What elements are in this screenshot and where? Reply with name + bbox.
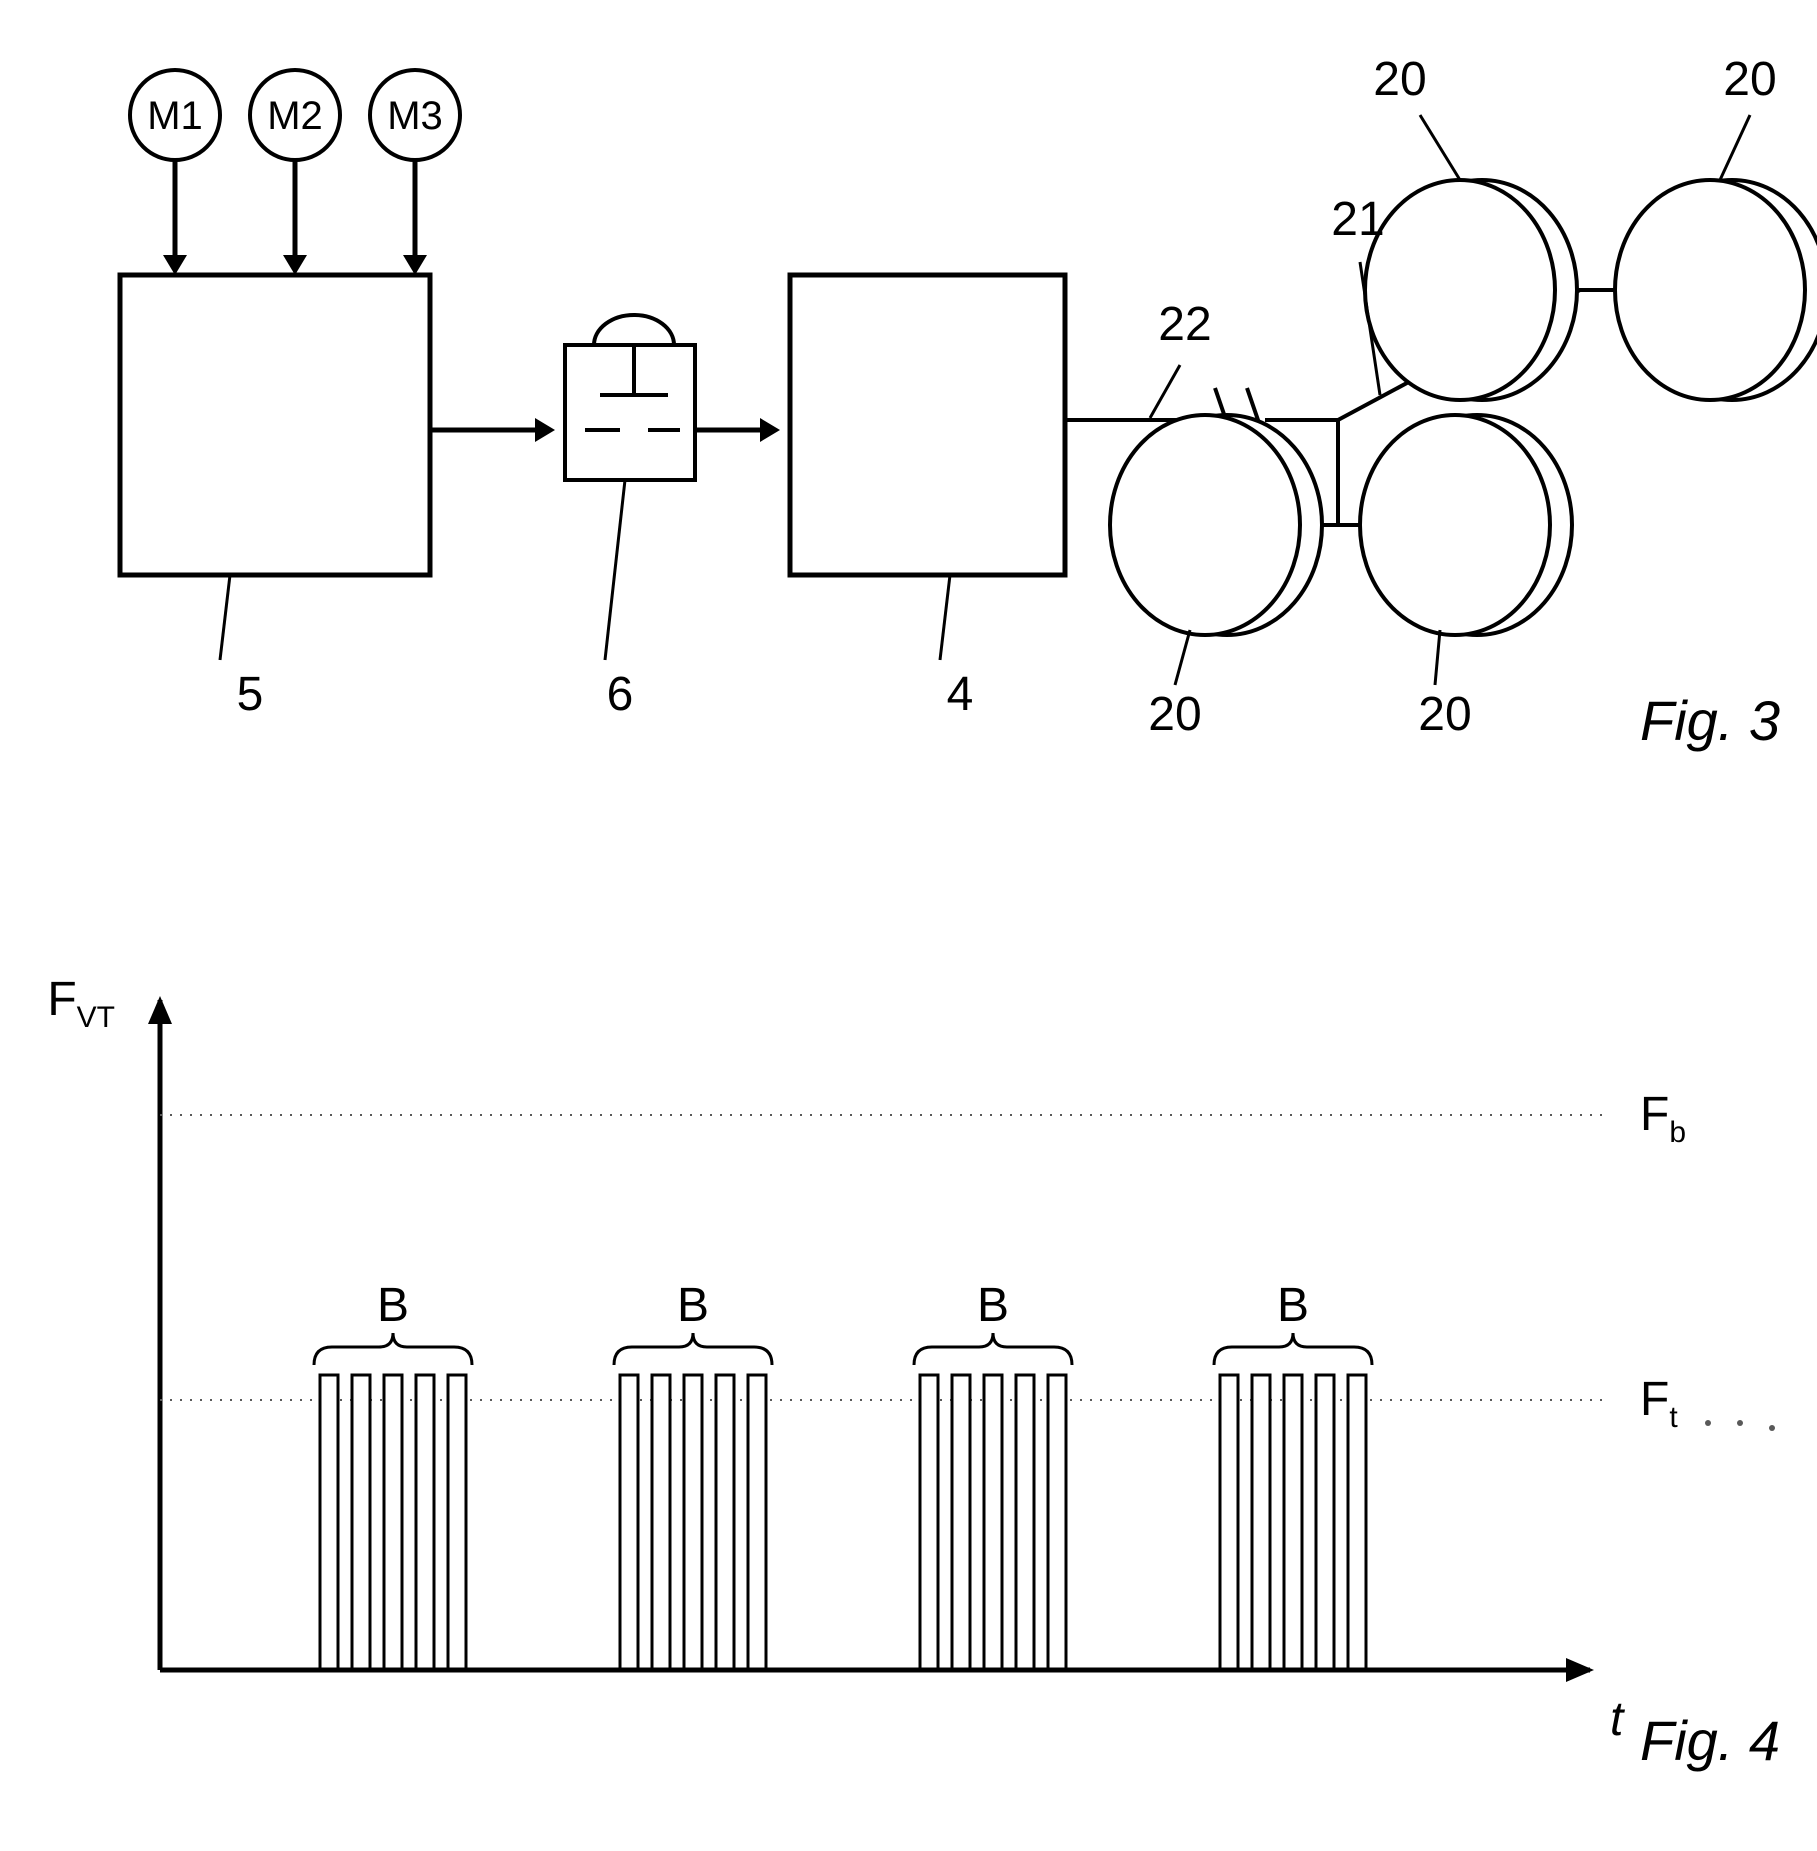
- leader-line: [1435, 630, 1440, 685]
- arrowhead: [535, 418, 555, 442]
- y-axis-label: FVT: [47, 973, 115, 1034]
- trailing-dot: [1769, 1425, 1775, 1431]
- fig4-caption: Fig. 4: [1640, 1709, 1780, 1772]
- pulse-bar: [716, 1375, 734, 1670]
- pulse-bar: [952, 1375, 970, 1670]
- label-21: 21: [1331, 193, 1384, 246]
- x-axis-label: t: [1610, 1693, 1625, 1746]
- pulse-bar: [1316, 1375, 1334, 1670]
- burst-label: B: [1277, 1279, 1309, 1332]
- leader-line: [1175, 630, 1190, 685]
- pulse-bar: [384, 1375, 402, 1670]
- pulse-bar: [684, 1375, 702, 1670]
- valve-dome: [594, 315, 674, 345]
- block-4: [790, 275, 1065, 575]
- pulse-bar: [1252, 1375, 1270, 1670]
- label-22: 22: [1158, 298, 1211, 351]
- pulse-bar: [1048, 1375, 1066, 1670]
- block-6: [565, 345, 695, 480]
- pulse-bar: [320, 1375, 338, 1670]
- wheel-front: [1360, 415, 1550, 635]
- pulse-bar: [1016, 1375, 1034, 1670]
- burst-brace: [914, 1333, 1072, 1365]
- pulse-bar: [448, 1375, 466, 1670]
- trailing-dot: [1705, 1420, 1711, 1426]
- burst-brace: [314, 1333, 472, 1365]
- fig3: M1 M2 M3 5 6 4 20 20 20 20 22 21 Fig. 3: [120, 53, 1817, 752]
- wheel-label: 20: [1418, 688, 1471, 741]
- pulse-bar: [984, 1375, 1002, 1670]
- block-5-label: 5: [237, 668, 264, 721]
- pulse-bar: [352, 1375, 370, 1670]
- pulse-bar: [620, 1375, 638, 1670]
- pulse-bar: [1284, 1375, 1302, 1670]
- pulse-bar: [1220, 1375, 1238, 1670]
- block-5: [120, 275, 430, 575]
- leader-line: [1720, 115, 1750, 180]
- leader-line: [1150, 365, 1180, 418]
- input-label: M1: [147, 94, 203, 138]
- arrowhead: [148, 996, 172, 1024]
- pulse-bar: [748, 1375, 766, 1670]
- input-label: M2: [267, 94, 323, 138]
- ft-label: Ft: [1640, 1373, 1678, 1434]
- wheel-label: 20: [1373, 53, 1426, 106]
- pulse-bar: [920, 1375, 938, 1670]
- wheel-label: 20: [1148, 688, 1201, 741]
- burst-label: B: [377, 1279, 409, 1332]
- pulse-bar: [1348, 1375, 1366, 1670]
- wheel-label: 20: [1723, 53, 1776, 106]
- pulse-bar: [652, 1375, 670, 1670]
- wheel-front: [1365, 180, 1555, 400]
- block-6-label: 6: [607, 668, 634, 721]
- burst-label: B: [677, 1279, 709, 1332]
- arrowhead: [403, 255, 427, 275]
- burst-brace: [614, 1333, 772, 1365]
- burst-label: B: [977, 1279, 1009, 1332]
- leader-line: [940, 575, 950, 660]
- arrowhead: [760, 418, 780, 442]
- fb-label: Fb: [1640, 1088, 1686, 1149]
- arrowhead: [283, 255, 307, 275]
- trailing-dot: [1737, 1420, 1743, 1426]
- wheel-front: [1615, 180, 1805, 400]
- burst-brace: [1214, 1333, 1372, 1365]
- wheel-front: [1110, 415, 1300, 635]
- block-4-label: 4: [947, 668, 974, 721]
- arrowhead: [163, 255, 187, 275]
- leader-line: [605, 480, 625, 660]
- pulse-bar: [416, 1375, 434, 1670]
- leader-line: [220, 575, 230, 660]
- leader-line: [1420, 115, 1460, 180]
- fig3-caption: Fig. 3: [1640, 689, 1780, 752]
- fig4: FVT t Fb Ft B B B B Fig. 4: [47, 973, 1780, 1772]
- input-label: M3: [387, 94, 443, 138]
